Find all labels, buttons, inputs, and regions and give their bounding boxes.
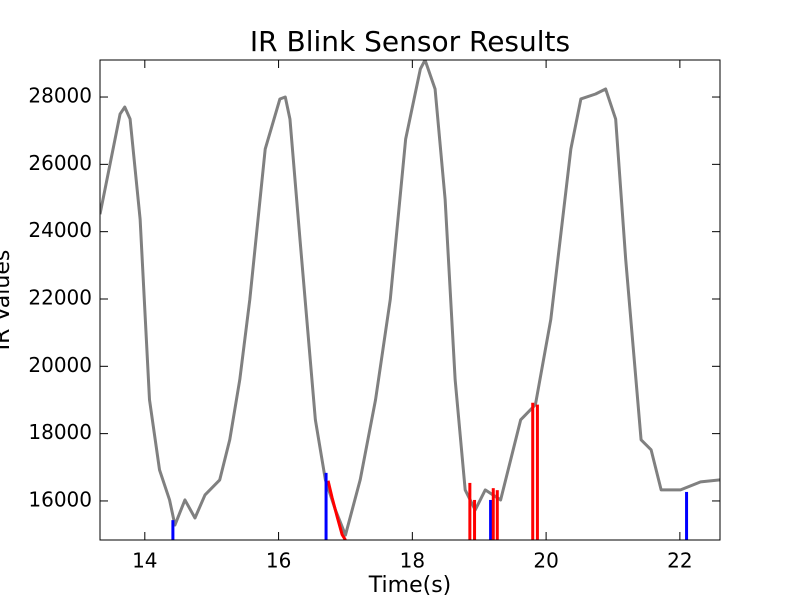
chart-title: IR Blink Sensor Results (250, 25, 570, 58)
y-tick-label: 28000 (28, 84, 92, 108)
x-axis-label: Time(s) (368, 573, 451, 598)
x-tick-label: 16 (266, 549, 291, 573)
axes-frame (99, 59, 721, 541)
plot-area (100, 60, 720, 540)
x-tick-label: 22 (667, 549, 692, 573)
y-tick-label: 26000 (28, 151, 92, 175)
y-tick-label: 20000 (28, 353, 92, 377)
y-tick-label: 24000 (28, 218, 92, 242)
x-tick-label: 18 (400, 549, 425, 573)
data-line (100, 60, 720, 537)
y-tick-label: 16000 (28, 487, 92, 511)
y-axis-label: IR Values (0, 250, 15, 351)
x-tick-label: 14 (132, 549, 157, 573)
x-tick-label: 20 (533, 549, 558, 573)
y-tick-label: 22000 (28, 285, 92, 309)
y-tick-label: 18000 (28, 420, 92, 444)
data-line (326, 480, 347, 540)
